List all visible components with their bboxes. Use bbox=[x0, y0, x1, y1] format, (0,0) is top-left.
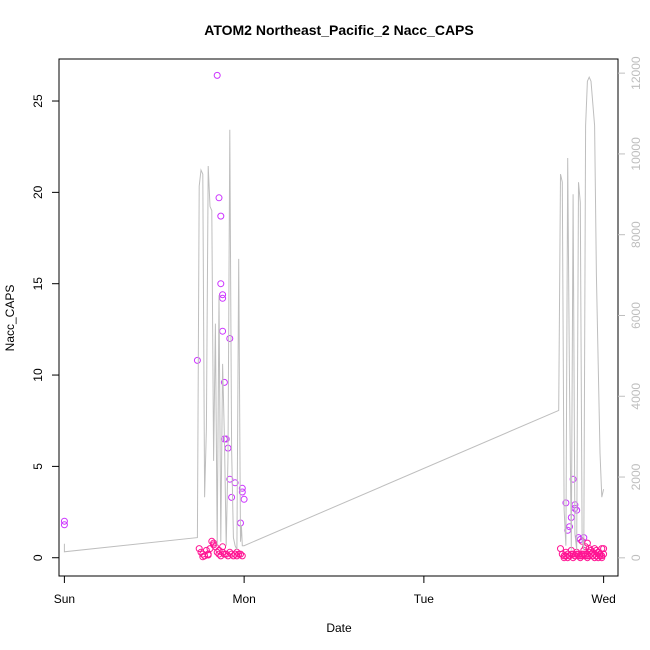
x-axis: Sun Mon Tue Wed bbox=[54, 576, 616, 606]
data-point bbox=[587, 546, 595, 554]
data-point bbox=[585, 545, 593, 553]
data-point bbox=[594, 548, 602, 556]
x-tick-label: Wed bbox=[591, 592, 615, 606]
y-tick-label: 10 bbox=[31, 368, 45, 382]
data-point bbox=[594, 554, 602, 562]
y2-tick-label: 10000 bbox=[629, 137, 643, 171]
data-point bbox=[193, 356, 201, 364]
y2-tick-label: 4000 bbox=[629, 383, 643, 410]
data-point bbox=[238, 484, 246, 492]
y-tick-label: 5 bbox=[31, 463, 45, 470]
data-point bbox=[558, 550, 566, 558]
data-point bbox=[238, 552, 246, 560]
x-axis-label: Date bbox=[326, 621, 352, 635]
data-point bbox=[217, 212, 225, 220]
data-point bbox=[215, 550, 223, 558]
y-tick-label: 0 bbox=[31, 554, 45, 561]
data-point bbox=[226, 335, 234, 342]
plot-frame bbox=[58, 58, 619, 577]
y-axis-label: Nacc_CAPS bbox=[3, 285, 17, 352]
data-point bbox=[231, 550, 239, 558]
line-layer bbox=[63, 75, 605, 553]
data-point bbox=[213, 548, 221, 556]
data-point bbox=[219, 327, 227, 335]
data-point bbox=[226, 475, 234, 483]
data-point bbox=[240, 495, 248, 503]
data-point bbox=[213, 71, 221, 79]
y2-tick-label: 8000 bbox=[629, 221, 643, 248]
x-tick-label: Sun bbox=[54, 592, 75, 606]
data-point bbox=[195, 545, 203, 553]
data-point bbox=[566, 523, 573, 531]
y-tick-label: 25 bbox=[31, 94, 45, 108]
data-point bbox=[237, 550, 244, 558]
y2-tick-label: 6000 bbox=[629, 302, 643, 329]
data-point bbox=[582, 543, 590, 551]
y2-tick-label: 12000 bbox=[629, 56, 643, 90]
data-point bbox=[238, 488, 246, 496]
series-line bbox=[63, 75, 605, 553]
y2-axis: 0 2000 4000 6000 8000 10000 12000 bbox=[618, 56, 643, 561]
chart-title: ATOM2 Northeast_Pacific_2 Nacc_CAPS bbox=[204, 22, 473, 38]
data-point bbox=[564, 550, 572, 558]
data-point bbox=[215, 194, 223, 202]
data-point bbox=[219, 294, 227, 302]
y-tick-label: 20 bbox=[31, 185, 45, 199]
data-point bbox=[591, 545, 599, 553]
x-tick-label: Mon bbox=[232, 592, 255, 606]
y2-tick-label: 2000 bbox=[629, 463, 643, 490]
data-point bbox=[208, 537, 216, 545]
data-point bbox=[589, 548, 597, 556]
data-point bbox=[219, 291, 227, 299]
data-point bbox=[204, 551, 212, 559]
x-tick-label: Tue bbox=[414, 592, 435, 606]
data-point bbox=[217, 280, 225, 288]
points-layer bbox=[60, 71, 608, 562]
data-point bbox=[60, 517, 68, 525]
data-point bbox=[598, 554, 606, 562]
data-point bbox=[566, 552, 573, 560]
data-point bbox=[576, 536, 584, 543]
data-point bbox=[219, 543, 227, 551]
data-point bbox=[60, 521, 68, 529]
data-point bbox=[222, 550, 230, 558]
y2-tick-label: 0 bbox=[629, 554, 643, 561]
data-point bbox=[233, 552, 241, 560]
data-point bbox=[567, 550, 575, 558]
data-point bbox=[224, 552, 232, 560]
data-point bbox=[228, 493, 236, 501]
data-point bbox=[564, 554, 572, 562]
data-point bbox=[202, 546, 210, 554]
data-point bbox=[210, 539, 218, 547]
y-axis: 0 5 10 15 20 25 bbox=[31, 94, 59, 561]
data-point bbox=[220, 378, 228, 386]
data-point bbox=[600, 545, 608, 553]
y-tick-label: 15 bbox=[31, 277, 45, 291]
